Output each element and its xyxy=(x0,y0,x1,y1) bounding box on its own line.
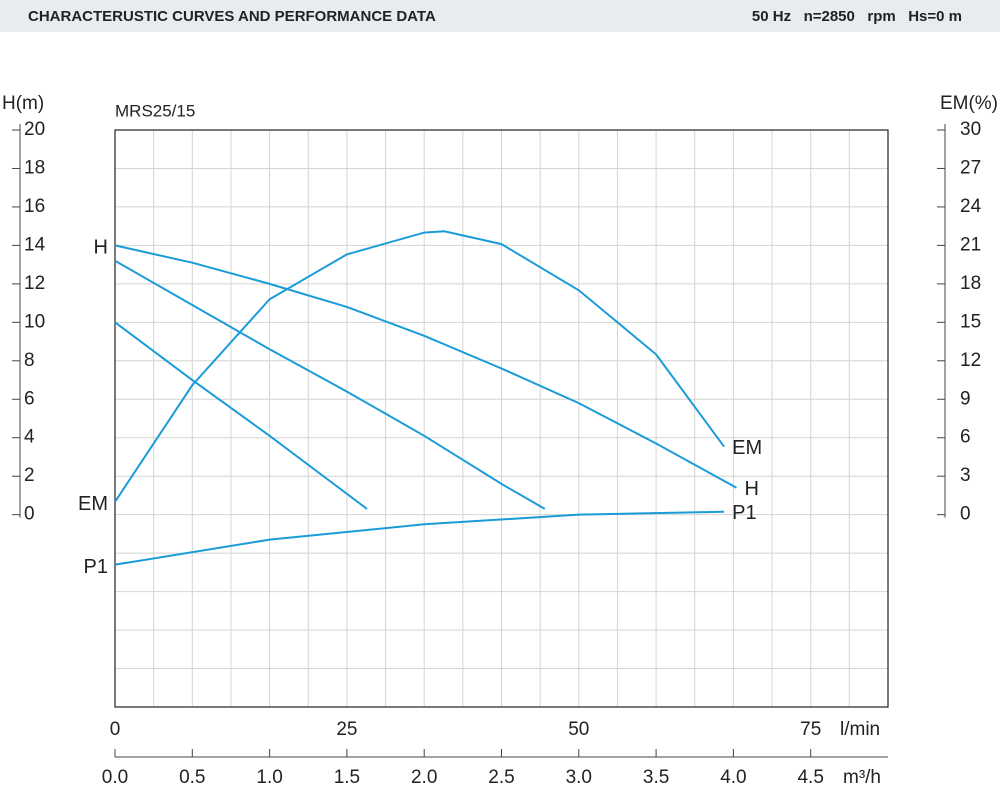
y2-tick-label: 15 xyxy=(960,311,981,332)
y2-tick-label: 18 xyxy=(960,273,981,294)
plot-frame xyxy=(114,129,889,708)
y2-tick-label: 6 xyxy=(960,427,971,448)
y-tick-label: 6 xyxy=(24,388,35,409)
y-tick-label: 14 xyxy=(24,234,46,255)
y-tick-label: 8 xyxy=(24,350,35,371)
y-tick-label: 12 xyxy=(24,273,45,294)
x2-axis-label: l/min xyxy=(840,719,880,740)
y-tick-label: 20 xyxy=(24,119,45,140)
series-line xyxy=(114,244,737,489)
header-bar xyxy=(0,0,1000,32)
x-tick-label: 3.5 xyxy=(643,767,669,788)
y2-tick-label: 24 xyxy=(960,196,982,217)
y-tick-label: 18 xyxy=(24,157,45,178)
y2-tick-label: 27 xyxy=(960,157,981,178)
y2-tick-label: 0 xyxy=(960,504,971,525)
y-tick-label: 16 xyxy=(24,196,45,217)
y-tick-label: 0 xyxy=(24,504,35,525)
series-label-right: H xyxy=(744,478,758,500)
series-label-left: EM xyxy=(78,493,108,515)
series-label-right: P1 xyxy=(732,502,756,524)
y2-tick-label: 12 xyxy=(960,350,981,371)
series-line xyxy=(114,510,725,566)
y2-tick-label: 3 xyxy=(960,465,971,486)
series-label-left: P1 xyxy=(84,556,108,578)
y2-tick-label: 21 xyxy=(960,234,981,255)
x-tick-label: 3.0 xyxy=(566,767,592,788)
series-label-right: EM xyxy=(732,437,762,459)
x-tick-label: 2.5 xyxy=(488,767,514,788)
x-tick-label: 2.0 xyxy=(411,767,437,788)
y2-tick-label: 30 xyxy=(960,119,981,140)
y2-axis-label: EM(%) xyxy=(940,93,998,114)
x2-tick-label: 25 xyxy=(336,719,357,740)
x-tick-label: 4.0 xyxy=(720,767,746,788)
header-title: CHARACTERUSTIC CURVES AND PERFORMANCE DA… xyxy=(28,8,436,25)
series-line xyxy=(114,321,368,510)
x-tick-label: 0.5 xyxy=(179,767,205,788)
chart-title: MRS25/15 xyxy=(115,101,195,120)
x-tick-label: 0.0 xyxy=(102,767,128,788)
y-tick-label: 2 xyxy=(24,465,35,486)
y2-tick-label: 9 xyxy=(960,388,971,409)
y-axis-label: H(m) xyxy=(2,93,44,114)
x-tick-label: 1.5 xyxy=(334,767,360,788)
series-label-left: H xyxy=(94,237,108,259)
x2-tick-label: 50 xyxy=(568,719,589,740)
y-tick-label: 4 xyxy=(24,427,35,448)
x-tick-label: 4.5 xyxy=(797,767,823,788)
series-line xyxy=(114,230,725,503)
x2-tick-label: 75 xyxy=(800,719,821,740)
x-tick-label: 1.0 xyxy=(256,767,282,788)
series-line xyxy=(114,259,546,510)
x-axis-label: m³/h xyxy=(843,767,881,788)
y-tick-label: 10 xyxy=(24,311,45,332)
header-conditions: 50 Hz n=2850 rpm Hs=0 m xyxy=(752,8,962,25)
x2-tick-label: 0 xyxy=(110,719,121,740)
